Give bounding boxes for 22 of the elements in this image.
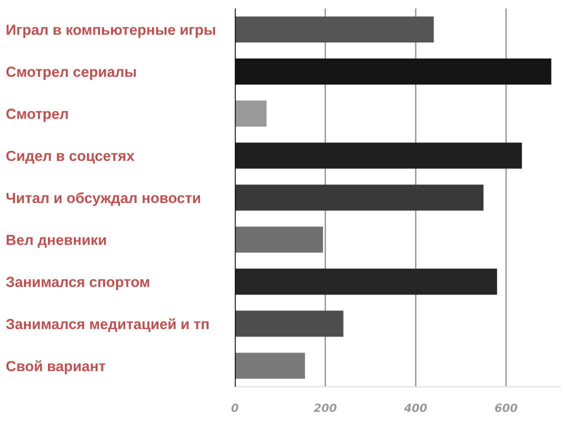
bar [234, 58, 552, 85]
y-tick-label: Свой вариант [6, 360, 106, 374]
y-tick-label: Смотрел сериалы [6, 66, 136, 80]
bar [234, 184, 484, 211]
x-tick-label: 600 [495, 404, 518, 412]
bar [234, 268, 498, 295]
x-tick-label: 400 [404, 404, 427, 412]
bar [234, 352, 305, 379]
bar [234, 100, 267, 127]
y-tick-label: Сидел в соцсетях [6, 150, 134, 164]
x-tick-label: 0 [231, 404, 238, 412]
bar [234, 142, 522, 169]
y-tick-label: Смотрел [6, 108, 68, 122]
x-tick-label: 200 [314, 404, 336, 412]
y-tick-label: Вел дневники [6, 234, 106, 248]
bar [234, 16, 434, 43]
bar [234, 226, 324, 253]
y-tick-label: Читал и обсуждал новости [6, 192, 200, 206]
bar [234, 310, 344, 337]
y-tick-label: Занимался медитацией и тп [6, 318, 209, 332]
y-tick-label: Занимался спортом [6, 276, 150, 290]
y-tick-label: Играл в компьютерные игры [6, 24, 216, 38]
